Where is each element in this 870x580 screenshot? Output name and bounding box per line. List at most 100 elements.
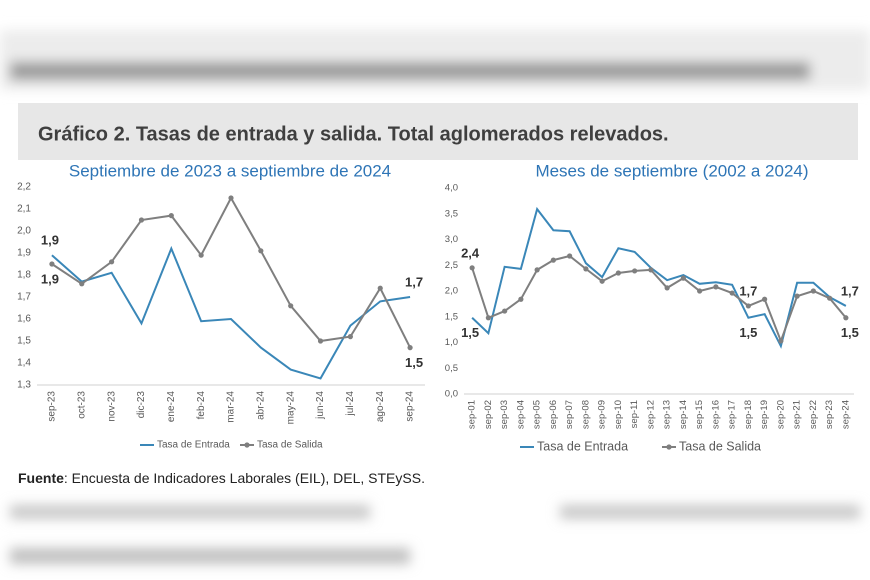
source-text: : Encuesta de Indicadores Laborales (EIL… <box>64 470 425 486</box>
x-tick-label: feb-24 <box>196 391 207 420</box>
data-label: 1,7 <box>841 283 859 298</box>
data-label: 1,9 <box>41 233 59 248</box>
x-tick-label: sep-13 <box>662 400 673 429</box>
x-tick-label: jul-24 <box>345 391 356 417</box>
blurred-context <box>0 30 870 564</box>
point-marker <box>347 334 353 340</box>
legend-label: Tasa de Salida <box>679 439 761 453</box>
point-marker <box>138 217 145 223</box>
y-tick-label: 1,5 <box>17 336 31 347</box>
x-tick-label: sep-05 <box>532 400 543 429</box>
point-marker <box>632 268 638 274</box>
x-tick-label: ago-24 <box>375 391 386 423</box>
point-marker <box>648 267 654 273</box>
data-label: 2,4 <box>461 245 480 260</box>
point-marker <box>502 308 508 314</box>
y-tick-label: 0,0 <box>445 389 458 400</box>
y-tick-label: 3,5 <box>445 208 458 219</box>
x-tick-label: sep-23 <box>47 391 58 422</box>
point-marker <box>109 259 115 265</box>
data-label: 1,9 <box>41 271 59 286</box>
y-tick-label: 3,0 <box>445 234 458 245</box>
x-tick-label: sep-01 <box>467 400 478 429</box>
legend-marker <box>244 442 250 448</box>
point-marker <box>407 345 413 351</box>
y-tick-label: 1,3 <box>17 380 31 391</box>
x-tick-label: sep-09 <box>597 400 608 429</box>
y-tick-label: 0,5 <box>445 363 458 374</box>
point-marker <box>228 195 234 201</box>
legend-label: Tasa de Salida <box>257 440 323 451</box>
x-tick-label: sep-03 <box>499 400 510 429</box>
x-tick-label: ene-24 <box>166 391 177 423</box>
x-tick-label: sep-11 <box>629 400 640 428</box>
point-marker <box>534 267 540 273</box>
point-marker <box>713 284 719 290</box>
x-tick-label: sep-23 <box>824 400 835 429</box>
y-tick-label: 1,4 <box>17 358 31 369</box>
point-marker <box>518 296 524 302</box>
point-marker <box>288 303 294 309</box>
x-tick-label: dic-23 <box>136 391 147 419</box>
point-marker <box>843 315 849 321</box>
page-title: Gráfico 2. Tasas de entrada y salida. To… <box>38 123 669 145</box>
point-marker <box>599 278 605 284</box>
x-tick-label: sep-14 <box>678 400 689 429</box>
point-marker <box>697 288 703 294</box>
x-tick-label: abr-24 <box>255 391 266 420</box>
x-tick-label: sep-04 <box>515 400 526 429</box>
x-tick-label: sep-24 <box>840 400 851 429</box>
point-marker <box>168 213 174 219</box>
x-tick-label: may-24 <box>285 391 296 425</box>
x-tick-label: sep-24 <box>405 391 416 422</box>
data-label: 1,5 <box>841 325 859 340</box>
x-tick-label: sep-16 <box>710 400 721 429</box>
point-marker <box>729 290 735 296</box>
point-marker <box>664 285 670 291</box>
x-tick-label: sep-18 <box>743 400 754 429</box>
series-line <box>51 245 411 380</box>
point-marker <box>778 338 784 344</box>
data-label: 1,7 <box>739 283 757 298</box>
y-tick-label: 1,5 <box>445 311 458 322</box>
x-tick-label: sep-07 <box>564 400 575 429</box>
point-marker <box>745 303 751 309</box>
x-tick-label: sep-19 <box>759 400 770 429</box>
point-marker <box>583 266 589 272</box>
x-tick-label: sep-06 <box>548 400 559 429</box>
point-marker <box>567 253 573 259</box>
source-note: Fuente: Encuesta de Indicadores Laborale… <box>18 470 425 486</box>
y-tick-label: 1,7 <box>17 292 31 303</box>
y-tick-label: 2,0 <box>445 286 458 297</box>
point-marker <box>79 281 85 287</box>
point-marker <box>810 288 816 294</box>
x-tick-label: sep-10 <box>613 400 624 429</box>
series-line <box>471 254 847 344</box>
chart-title: Septiembre de 2023 a septiembre de 2024 <box>69 161 391 180</box>
point-marker <box>258 248 264 254</box>
point-marker <box>49 261 55 267</box>
point-marker <box>550 257 556 263</box>
y-tick-label: 2,2 <box>17 182 31 193</box>
x-tick-label: sep-15 <box>694 400 705 429</box>
point-marker <box>680 275 686 281</box>
legend-label: Tasa de Entrada <box>157 440 230 451</box>
data-label: 1,5 <box>405 355 423 370</box>
point-marker <box>615 270 621 276</box>
point-marker <box>827 295 833 301</box>
point-marker <box>762 296 768 302</box>
x-tick-label: oct-23 <box>76 391 87 419</box>
y-tick-label: 2,1 <box>17 204 31 215</box>
x-tick-label: sep-08 <box>580 400 591 429</box>
point-marker <box>485 315 491 321</box>
legend-marker <box>666 444 672 450</box>
x-tick-label: sep-17 <box>727 400 738 429</box>
x-tick-label: jun-24 <box>315 391 326 420</box>
point-marker <box>469 265 475 271</box>
point-marker <box>377 285 383 291</box>
x-tick-label: sep-21 <box>792 400 803 429</box>
y-tick-label: 2,5 <box>445 260 458 271</box>
y-tick-label: 4,0 <box>445 183 458 194</box>
x-tick-label: sep-22 <box>808 400 819 429</box>
